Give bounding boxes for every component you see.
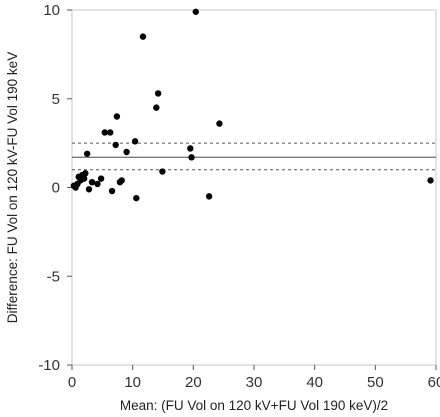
y-tick-label: 0 (52, 180, 60, 197)
data-point (108, 187, 116, 195)
x-tick-label: 0 (68, 374, 76, 391)
data-point (133, 194, 140, 202)
y-tick-label: 5 (52, 91, 60, 108)
data-points (70, 8, 434, 202)
y-axis-label: Difference: FU Vol on 120 kV-FU Vol 190 … (5, 52, 20, 323)
data-point (94, 180, 101, 188)
plot-border (71, 9, 437, 366)
data-point (83, 150, 91, 157)
data-point (113, 113, 121, 120)
data-point (131, 138, 139, 145)
x-tick-label: 30 (246, 374, 263, 391)
data-point (187, 145, 194, 152)
data-point (82, 170, 89, 177)
data-point (139, 33, 147, 40)
y-tick-label: -5 (47, 268, 60, 285)
data-point (159, 168, 166, 175)
y-tick-label: -10 (38, 357, 60, 374)
data-point (427, 177, 434, 184)
data-point (216, 120, 223, 127)
data-point (88, 178, 96, 186)
data-point (154, 90, 162, 97)
x-axis-label: Mean: (FU Vol on 120 kV+FU Vol 190 keV)/… (120, 398, 388, 413)
data-point (101, 129, 108, 136)
data-point (80, 175, 88, 182)
data-point (118, 177, 125, 184)
data-point (107, 129, 114, 136)
data-point (123, 148, 130, 156)
data-point (85, 186, 93, 193)
x-tick-label: 40 (306, 374, 323, 391)
x-tick-label: 60 (428, 374, 440, 391)
data-point (192, 8, 199, 15)
data-point (97, 175, 105, 182)
x-tick-label: 20 (185, 374, 202, 391)
data-point (205, 193, 213, 200)
y-tick-label: 10 (43, 2, 60, 19)
data-point (153, 104, 160, 111)
data-point (188, 154, 195, 161)
x-tick-label: 10 (124, 374, 141, 391)
plot-frame (71, 9, 437, 366)
data-point (112, 141, 119, 149)
axis-ticks: 0 10 20 30 40 50 60 -10 -5 0 5 10 (38, 2, 440, 391)
x-tick-label: 50 (367, 374, 384, 391)
reference-lines (72, 142, 436, 171)
